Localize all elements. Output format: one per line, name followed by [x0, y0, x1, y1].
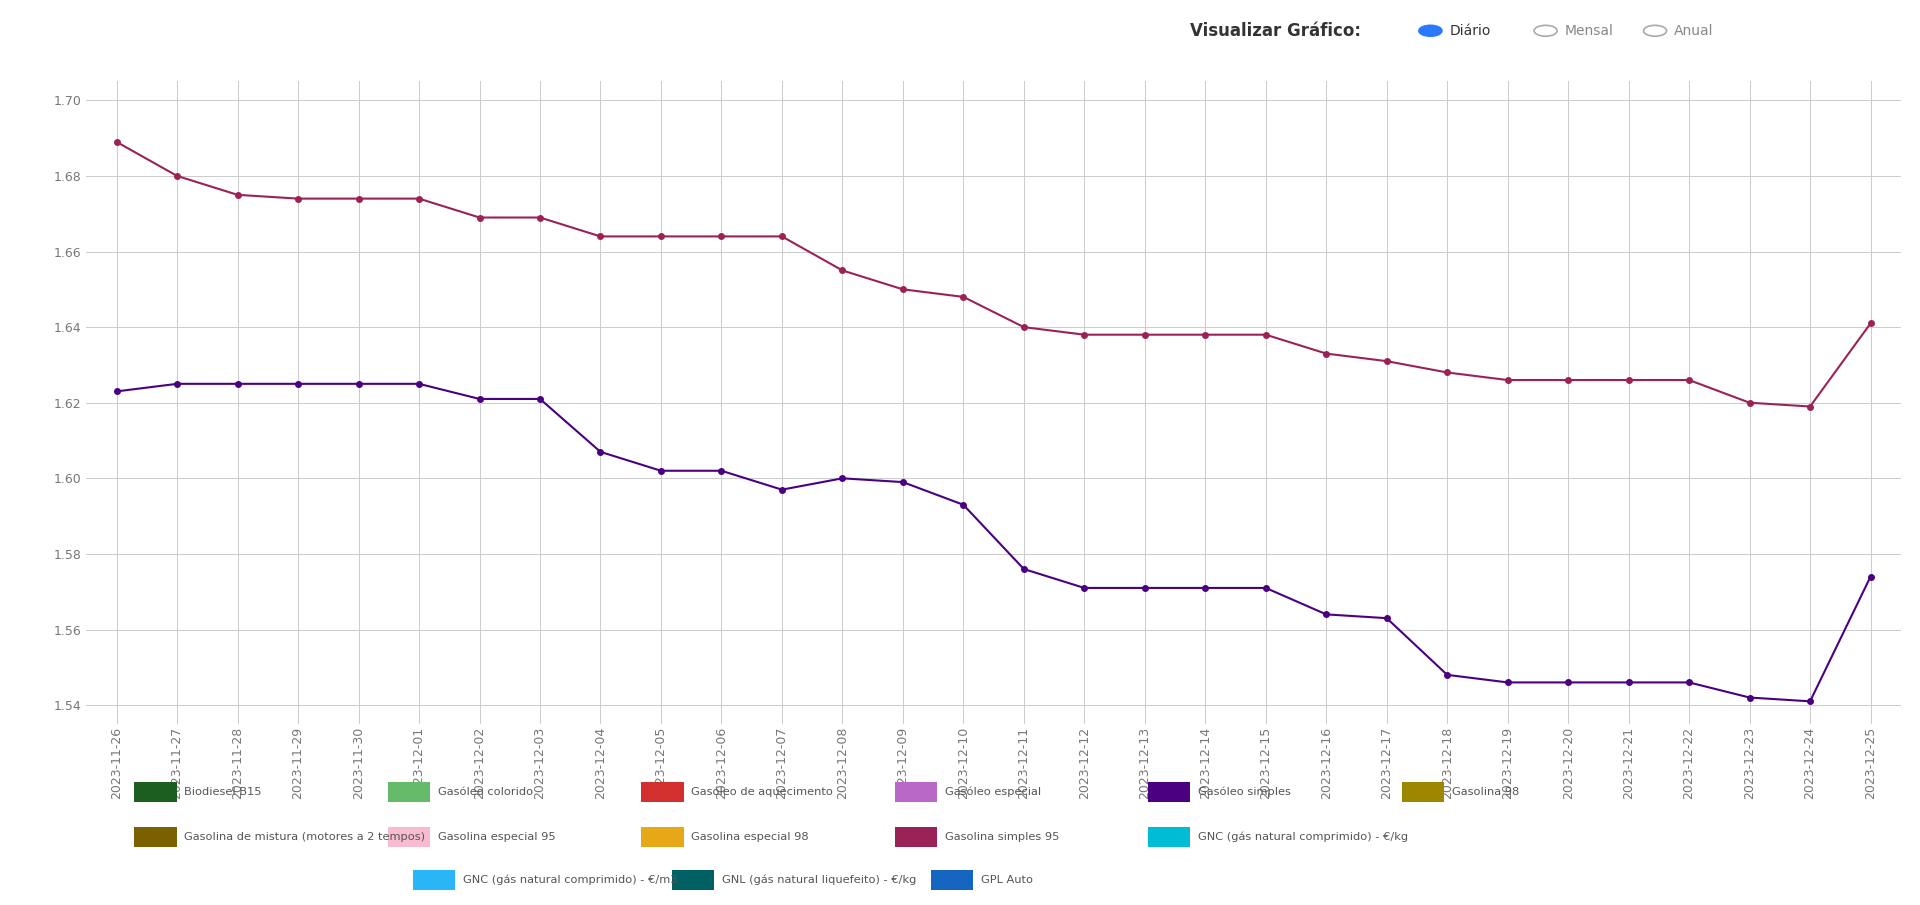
Text: Gasolina de mistura (motores a 2 tempos): Gasolina de mistura (motores a 2 tempos): [184, 832, 426, 843]
Text: GNC (gás natural comprimido) - €/kg: GNC (gás natural comprimido) - €/kg: [1198, 832, 1407, 843]
Text: Visualizar Gráfico:: Visualizar Gráfico:: [1190, 22, 1361, 40]
Text: Biodiesel B15: Biodiesel B15: [184, 786, 261, 797]
Text: Gasolina simples 95: Gasolina simples 95: [945, 832, 1060, 843]
Text: Gasolina especial 98: Gasolina especial 98: [691, 832, 808, 843]
Text: Diário: Diário: [1450, 24, 1492, 38]
Text: Gasóleo de aquecimento: Gasóleo de aquecimento: [691, 786, 833, 797]
Text: Mensal: Mensal: [1565, 24, 1613, 38]
Text: GPL Auto: GPL Auto: [981, 874, 1033, 885]
Text: Gasóleo colorido: Gasóleo colorido: [438, 786, 534, 797]
Text: GNL (gás natural liquefeito) - €/kg: GNL (gás natural liquefeito) - €/kg: [722, 874, 916, 885]
Text: Anual: Anual: [1674, 24, 1715, 38]
Text: Gasolina especial 95: Gasolina especial 95: [438, 832, 555, 843]
Text: Gasolina 98: Gasolina 98: [1452, 786, 1519, 797]
Text: Gasóleo especial: Gasóleo especial: [945, 786, 1041, 797]
Text: GNC (gás natural comprimido) - €/m3: GNC (gás natural comprimido) - €/m3: [463, 874, 678, 885]
Text: Gasóleo simples: Gasóleo simples: [1198, 786, 1290, 797]
